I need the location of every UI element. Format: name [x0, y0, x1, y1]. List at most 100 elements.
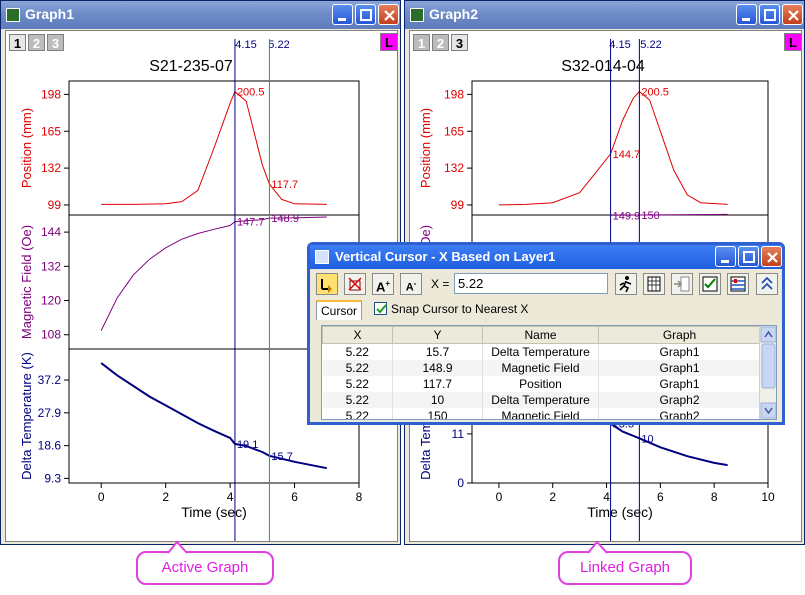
y-tick-label: 144: [41, 225, 61, 239]
y-axis-label: Position (mm): [418, 108, 433, 188]
table-row[interactable]: 5.22 15.7 Delta Temperature Graph1: [322, 343, 761, 360]
cursor-value-label: 149.9: [613, 210, 641, 222]
checklist-icon[interactable]: [699, 273, 721, 295]
cursor-label-1: 4.15: [235, 39, 256, 51]
layer-tab-1[interactable]: 1: [9, 34, 26, 51]
vertical-cursor-dialog[interactable]: Vertical Cursor - X Based on Layer1 A+ A…: [307, 242, 785, 425]
graph2-titlebar[interactable]: Graph2: [405, 1, 804, 29]
decrease-font-icon[interactable]: A-: [400, 273, 422, 295]
minimize-icon[interactable]: [715, 246, 736, 267]
snap-cursor-label: Snap Cursor to Nearest X: [391, 302, 529, 316]
layer-tab-2[interactable]: 2: [432, 34, 449, 51]
plot-title: S32-014-04: [561, 58, 645, 75]
column-header-graph[interactable]: Graph: [598, 326, 761, 344]
column-header-x[interactable]: X: [322, 326, 393, 344]
y-axis-label: Magnetic Field (Oe): [19, 225, 34, 339]
x-axis-label: Time (sec): [181, 504, 247, 520]
dialog-title: Vertical Cursor - X Based on Layer1: [335, 249, 556, 264]
cursor-value-label: 147.7: [237, 217, 265, 229]
cursor-color-button[interactable]: [316, 273, 338, 295]
dialog-titlebar[interactable]: Vertical Cursor - X Based on Layer1: [310, 245, 782, 269]
cell-x: 5.22: [322, 360, 393, 376]
y-tick-label: 108: [41, 328, 61, 342]
worksheet-icon[interactable]: [643, 273, 665, 295]
x-value-input[interactable]: 5.22: [454, 273, 608, 294]
graph1-titlebar[interactable]: Graph1: [1, 1, 400, 29]
tab-cursor[interactable]: Cursor: [316, 300, 362, 320]
maximize-icon[interactable]: [759, 4, 780, 25]
cursor-values-table[interactable]: X Y Name Graph 5.22 15.7 Delta Temperatu…: [321, 325, 777, 420]
cell-x: 5.22: [322, 392, 393, 408]
x-tick-label: 2: [162, 490, 169, 504]
graph-window-icon: [410, 8, 424, 22]
cell-x: 5.22: [322, 343, 393, 360]
layer-lock-badge[interactable]: L: [784, 33, 802, 51]
cursor-label-1: 4.15: [609, 39, 630, 51]
y-tick-label: 165: [41, 124, 61, 138]
cell-graph: Graph2: [598, 392, 761, 408]
cell-y: 117.7: [392, 376, 483, 392]
send-to-worksheet-icon[interactable]: [671, 273, 693, 295]
table-row[interactable]: 5.22 148.9 Magnetic Field Graph1: [322, 360, 761, 376]
cursor-value-label: 200.5: [641, 87, 669, 99]
cell-y: 10: [392, 392, 483, 408]
table-row[interactable]: 5.22 10 Delta Temperature Graph2: [322, 392, 761, 408]
maximize-icon[interactable]: [738, 246, 759, 267]
table-row[interactable]: 5.22 150 Magnetic Field Graph2: [322, 408, 761, 419]
active-graph-callout: Active Graph: [136, 551, 274, 585]
x-tick-label: 8: [711, 490, 718, 504]
close-icon[interactable]: [761, 246, 782, 267]
x-axis-label: Time (sec): [587, 504, 653, 520]
y-tick-label: 18.6: [38, 439, 62, 453]
x-tick-label: 2: [549, 490, 556, 504]
layer-tab-3[interactable]: 3: [47, 34, 64, 51]
y-tick-label: 9.3: [44, 471, 61, 485]
collapse-chevron-icon[interactable]: [756, 273, 778, 295]
linked-graph-callout: Linked Graph: [558, 551, 692, 585]
graph1-chart[interactable]: S21-235-07 4.15 5.22 Time (sec) 99132165…: [6, 31, 399, 543]
column-header-y[interactable]: Y: [392, 326, 483, 344]
minimize-icon[interactable]: [736, 4, 757, 25]
cell-name: Delta Temperature: [482, 343, 599, 360]
x-tick-label: 10: [761, 490, 775, 504]
graph2-window[interactable]: Graph2 1 2 3 L S32-014-04 4.15 5.22 Time…: [404, 0, 805, 545]
layer-tab-2[interactable]: 2: [28, 34, 45, 51]
cell-graph: Graph1: [598, 360, 761, 376]
y-tick-label: 132: [41, 161, 61, 175]
cell-y: 15.7: [392, 343, 483, 360]
cursor-value-label: 19.1: [237, 439, 258, 451]
layer-tab-3[interactable]: 3: [451, 34, 468, 51]
y-tick-label: 99: [451, 198, 465, 212]
minimize-icon[interactable]: [332, 4, 353, 25]
cell-graph: Graph1: [598, 376, 761, 392]
cursor-value-label: 117.7: [271, 179, 298, 191]
graph1-title: Graph1: [25, 6, 75, 22]
layer-tab-1[interactable]: 1: [413, 34, 430, 51]
table-row[interactable]: 5.22 117.7 Position Graph1: [322, 376, 761, 392]
cell-graph: Graph1: [598, 343, 761, 360]
snap-cursor-checkbox[interactable]: Snap Cursor to Nearest X: [374, 302, 528, 316]
close-icon[interactable]: [782, 4, 803, 25]
cursor-value-label: 144.7: [613, 149, 641, 161]
column-header-name[interactable]: Name: [482, 326, 599, 344]
cell-x: 5.22: [322, 376, 393, 392]
animate-run-icon[interactable]: [615, 273, 637, 295]
series-line: [100, 362, 327, 470]
cursor-value-label: 200.5: [237, 87, 265, 99]
close-icon[interactable]: [378, 4, 399, 25]
y-tick-label: 165: [444, 124, 464, 138]
vertical-scrollbar[interactable]: [759, 326, 776, 419]
increase-font-icon[interactable]: A+: [372, 273, 394, 295]
maximize-icon[interactable]: [355, 4, 376, 25]
layer-lock-badge[interactable]: L: [380, 33, 398, 51]
y-tick-label: 198: [41, 87, 61, 101]
y-tick-label: 198: [444, 87, 464, 101]
x-tick-label: 6: [657, 490, 664, 504]
x-tick-label: 8: [356, 490, 363, 504]
y-tick-label: 27.9: [38, 406, 62, 420]
table-header: X Y Name Graph: [322, 326, 761, 344]
delete-label-button[interactable]: [344, 273, 366, 295]
settings-icon[interactable]: [727, 273, 749, 295]
checkbox-icon[interactable]: [374, 302, 387, 315]
cursor-value-label: 15.7: [271, 451, 292, 463]
